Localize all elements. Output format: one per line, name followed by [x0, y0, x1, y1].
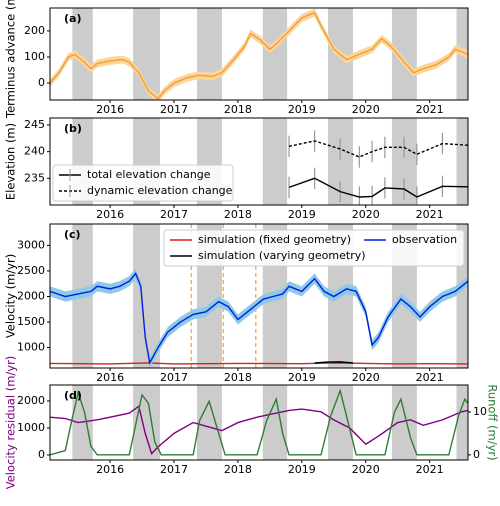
x-tick-label: 2019 [288, 371, 316, 384]
shaded-span [391, 385, 417, 460]
legend-label: observation [392, 233, 457, 246]
x-tick-label: 2017 [160, 371, 188, 384]
panel-label: (d) [64, 389, 82, 402]
y-tick-label: 1000 [17, 421, 45, 434]
x-tick-label: 2016 [96, 103, 124, 116]
y-tick-label: 1000 [17, 341, 45, 354]
x-tick-label: 2021 [416, 371, 444, 384]
shaded-span [262, 118, 288, 205]
y-tick-label: 2000 [17, 290, 45, 303]
x-tick-label: 2018 [224, 103, 252, 116]
y2-axis-label: Runoff (m/yr) [486, 384, 500, 460]
x-tick-label: 2021 [416, 208, 444, 221]
y-axis-label: Elevation (m) [4, 123, 18, 200]
series-line [50, 405, 468, 455]
series-line [288, 140, 468, 158]
y-tick-label: 0 [38, 448, 45, 461]
plot-frame [49, 384, 469, 461]
series-line [50, 272, 468, 365]
y-axis-label: Velocity (m/yr) [4, 254, 18, 338]
shaded-span [456, 224, 468, 368]
shaded-span [456, 118, 468, 205]
legend-label: dynamic elevation change [87, 184, 233, 197]
x-tick-label: 2018 [224, 463, 252, 476]
panel-label: (b) [64, 122, 82, 135]
series-line [314, 361, 354, 364]
y-tick-label: 100 [24, 50, 45, 63]
y-tick-label: 240 [24, 145, 45, 158]
y-tick-label: 200 [24, 24, 45, 37]
x-tick-label: 2016 [96, 463, 124, 476]
panel-label: (a) [64, 12, 81, 25]
plot-frame [49, 223, 469, 369]
plot-frame [49, 117, 469, 206]
panel-label: (c) [64, 228, 81, 241]
x-tick-label: 2018 [224, 371, 252, 384]
x-tick-label: 2016 [96, 371, 124, 384]
x-tick-label: 2020 [352, 103, 380, 116]
shaded-span [197, 385, 222, 460]
x-tick-label: 2020 [352, 371, 380, 384]
series-line [50, 362, 468, 365]
legend-label: total elevation change [87, 168, 211, 181]
y-tick-label: 0 [38, 76, 45, 89]
x-tick-label: 2019 [288, 208, 316, 221]
shaded-span [456, 385, 468, 460]
y-tick-label: 1500 [17, 315, 45, 328]
y-axis-label: Velocity residual (m/yr) [4, 356, 18, 490]
shaded-span [197, 8, 222, 100]
y-tick-label: 245 [24, 118, 45, 131]
legend-label: simulation (fixed geometry) [198, 233, 351, 246]
legend-box [52, 164, 234, 202]
x-tick-label: 2021 [416, 103, 444, 116]
x-tick-label: 2019 [288, 463, 316, 476]
shaded-span [133, 385, 160, 460]
shaded-span [262, 385, 288, 460]
legend-box [163, 229, 465, 267]
y-axis-label: Terminus advance (m) [4, 0, 18, 119]
x-tick-label: 2016 [96, 208, 124, 221]
series-line [288, 177, 468, 198]
y2-tick-label: 10 [473, 405, 487, 418]
shaded-span [72, 8, 93, 100]
x-tick-label: 2020 [352, 463, 380, 476]
series-line [50, 388, 468, 456]
y-tick-label: 235 [24, 171, 45, 184]
plot-area [50, 385, 468, 460]
x-tick-label: 2018 [224, 208, 252, 221]
x-tick-label: 2020 [352, 208, 380, 221]
x-tick-label: 2017 [160, 103, 188, 116]
x-tick-label: 2017 [160, 463, 188, 476]
y-tick-label: 3000 [17, 238, 45, 251]
plot-area [50, 8, 468, 100]
plot-frame [49, 7, 469, 101]
y2-tick-label: 0 [473, 448, 480, 461]
y-tick-label: 2000 [17, 394, 45, 407]
x-tick-label: 2017 [160, 208, 188, 221]
x-tick-label: 2021 [416, 463, 444, 476]
series-line [50, 11, 468, 100]
legend-label: simulation (varying geometry) [198, 249, 366, 262]
shaded-span [262, 8, 288, 100]
y-tick-label: 2500 [17, 264, 45, 277]
x-tick-label: 2019 [288, 103, 316, 116]
